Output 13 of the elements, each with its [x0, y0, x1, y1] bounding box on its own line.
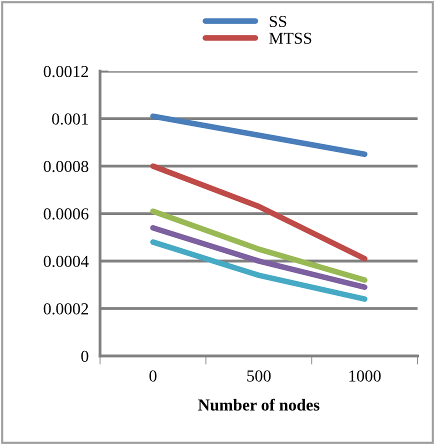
x-tick-label: 500: [247, 370, 271, 382]
y-tick-label: 0.0006: [44, 208, 88, 220]
legend-label: MTSS: [269, 32, 312, 44]
x-tick-label: 1000: [349, 370, 381, 382]
y-tick-label: 0.0008: [44, 160, 88, 172]
y-tick-label: 0.001: [52, 113, 88, 125]
y-tick-label: 0.0012: [44, 66, 88, 78]
x-axis-title: Number of nodes: [198, 398, 320, 411]
y-tick-label: 0: [81, 350, 88, 362]
y-tick-label: 0.0002: [44, 303, 88, 315]
legend-label: SS: [270, 16, 286, 28]
x-tick-label: 0: [149, 370, 157, 382]
y-tick-label: 0.0004: [44, 256, 89, 268]
